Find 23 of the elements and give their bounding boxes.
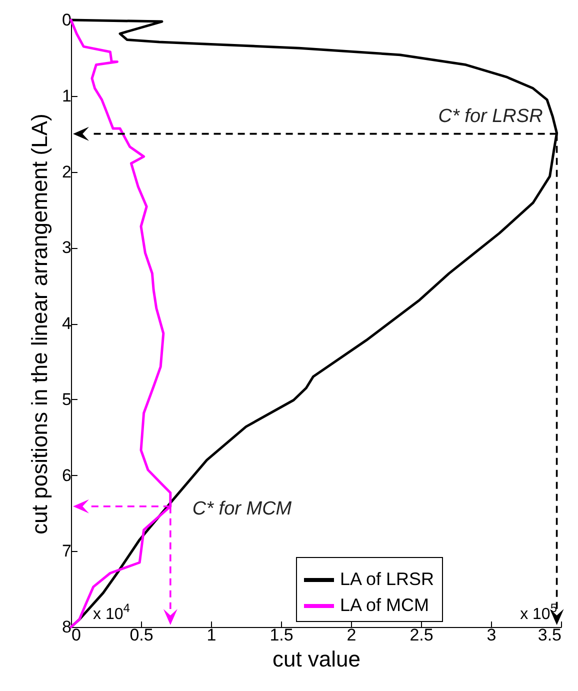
x-axis-title: cut value [272, 646, 361, 672]
y-tick-label: 0 [62, 10, 72, 30]
x-tick-label: 3 [486, 626, 496, 644]
x-tick-label: 3.5 [538, 626, 562, 644]
annotation: x 10$^{4}$ [93, 601, 130, 623]
annotation: C* for LRSR [438, 106, 544, 127]
legend-label: LA of MCM [340, 595, 430, 615]
x-tick-label: 0.5 [130, 626, 154, 644]
x-tick-label: 1.5 [270, 626, 294, 644]
annotation: C* for MCM [192, 498, 292, 520]
x-tick-label: 2 [346, 626, 356, 644]
y-tick-label: 3 [62, 238, 72, 258]
y-axis-title: cut positions in the linear arrangement (LA) [27, 114, 52, 534]
y-tick-label: 6 [62, 466, 72, 485]
y-tick-label: 5 [62, 390, 72, 409]
x-tick-label: 1 [206, 626, 216, 644]
y-tick-label: 2 [62, 162, 72, 182]
y-tick-label: 4 [62, 314, 72, 333]
y-tick-label: 7 [62, 542, 72, 561]
x-tick-label: 2.5 [410, 626, 434, 644]
legend-label: LA of LRSR [340, 569, 434, 589]
y-tick-label: 8 [62, 618, 72, 636]
y-tick-label: 1 [62, 86, 72, 106]
